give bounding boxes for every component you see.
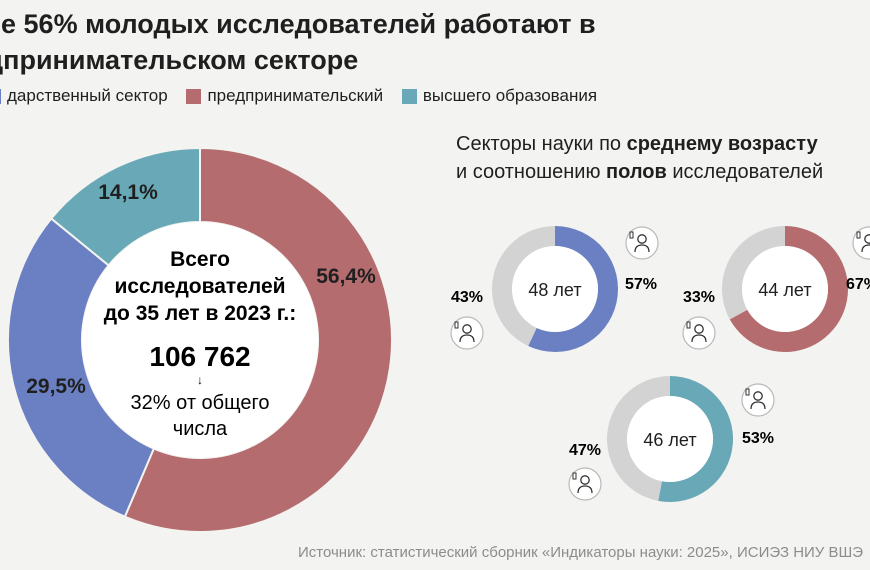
main-donut-center-text: Всего исследователей до 35 лет в 2023 г.…: [104, 248, 297, 440]
title-line-1: ее 56% молодых исследователей работают в: [0, 9, 596, 39]
chart-title: ее 56% молодых исследователей работают в…: [0, 6, 870, 78]
legend: дарственный сектор предпринимательский в…: [0, 86, 611, 109]
donut-gov: 48 лет 57% 43%: [451, 226, 657, 352]
male-icon-business: [852, 226, 870, 260]
person-icons: [450, 226, 870, 501]
slice-label-gov: 29,5%: [26, 375, 86, 398]
male-share-gov: 57%: [625, 276, 657, 293]
female-icon-higher-ed: [568, 467, 602, 501]
small-title-part-1: Секторы науки по: [456, 133, 627, 155]
donut-higher-ed: 46 лет 53% 47%: [569, 376, 774, 502]
legend-label-gov: дарственный сектор: [7, 86, 168, 105]
legend-swatch-gov: [0, 88, 1, 104]
legend-swatch-higher-ed: [401, 88, 417, 104]
source-note: Источник: статистический сборник «Индика…: [298, 544, 864, 561]
legend-item-gov: дарственный сектор: [0, 86, 168, 106]
avg-age-higher-ed: 46 лет: [643, 430, 696, 450]
center-arrow: ↓: [197, 373, 203, 387]
female-share-higher-ed: 47%: [569, 442, 601, 459]
female-slice-business: [722, 226, 785, 320]
center-line-2: исследователей: [114, 275, 285, 298]
center-share-line-1: 32% от общего: [131, 392, 270, 414]
center-total: 106 762: [149, 341, 250, 372]
main-donut: 29,5% 56,4% 14,1%: [7, 146, 393, 533]
male-slice-business: [729, 226, 849, 352]
donut-business: 44 лет 67% 33%: [683, 226, 870, 352]
legend-item-higher-ed: высшего образования: [401, 86, 598, 106]
female-slice-gov: [492, 226, 555, 347]
avg-age-business: 44 лет: [758, 280, 811, 300]
female-share-business: 33%: [683, 289, 715, 306]
female-icon-gov: [450, 316, 484, 350]
slice-label-higher-ed: 14,1%: [98, 181, 158, 204]
legend-item-business: предпринимательский: [186, 86, 383, 106]
center-share-line-2: числа: [173, 418, 228, 440]
female-share-gov: 43%: [451, 289, 483, 306]
center-line-1: Всего: [170, 248, 230, 271]
small-title-part-3: исследователей: [666, 161, 824, 183]
small-title-bold-1: среднему возрасту: [626, 133, 818, 155]
female-icon-business: [682, 316, 716, 350]
male-icon-gov: [625, 226, 659, 260]
legend-label-higher-ed: высшего образования: [422, 86, 598, 105]
donut-hole: [82, 222, 318, 458]
small-title-part-2: и соотношению: [456, 161, 607, 183]
center-line-3: до 35 лет в 2023 г.:: [104, 302, 297, 325]
slice-label-business: 56,4%: [316, 265, 376, 288]
male-share-higher-ed: 53%: [742, 430, 774, 447]
avg-age-gov: 48 лет: [528, 280, 581, 300]
small-charts-title: Секторы науки по среднему возрасту и соо…: [456, 130, 823, 186]
male-slice-higher-ed: [658, 376, 733, 502]
male-slice-gov: [528, 226, 619, 352]
title-line-2: дпринимательском секторе: [0, 45, 359, 75]
legend-swatch-business: [186, 88, 202, 104]
female-slice-higher-ed: [607, 376, 670, 501]
legend-label-business: предпринимательский: [207, 86, 384, 105]
small-title-bold-2: полов: [606, 161, 667, 183]
male-icon-higher-ed: [741, 383, 775, 417]
male-share-business: 67%: [846, 276, 870, 293]
